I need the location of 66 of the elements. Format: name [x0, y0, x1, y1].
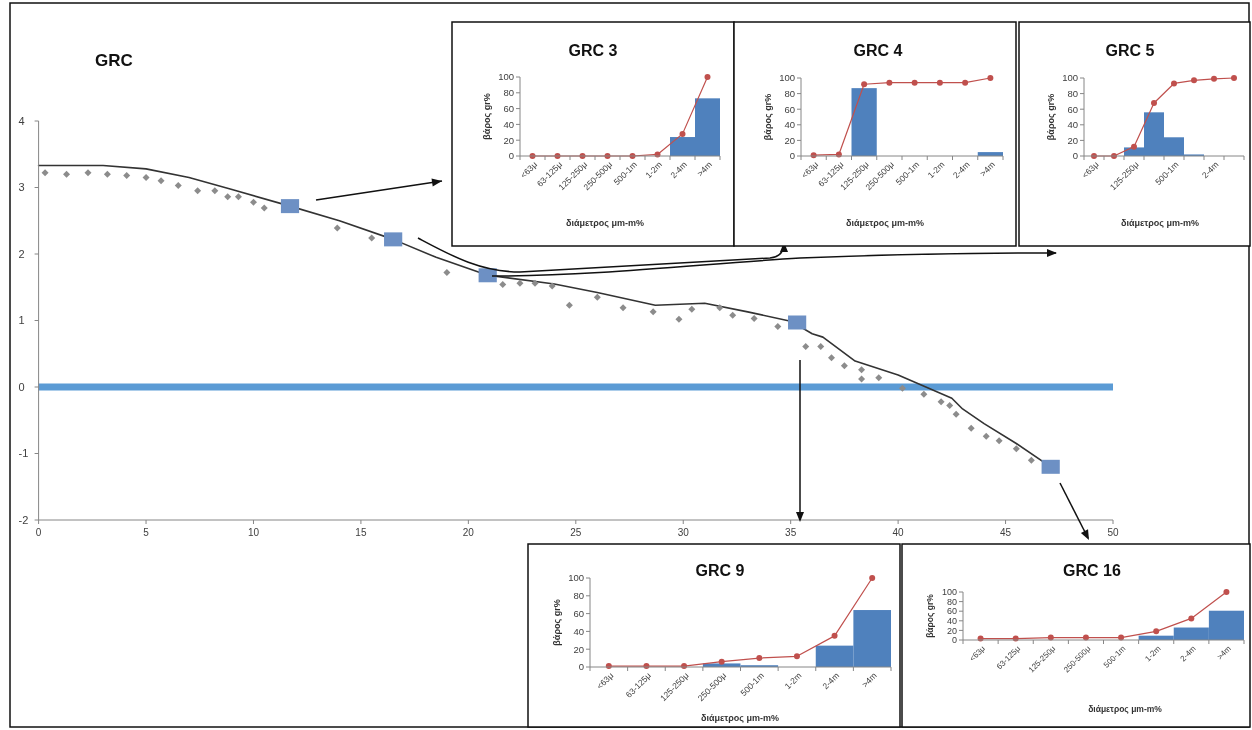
- x-tick-label: 50: [1107, 527, 1119, 538]
- y-axis-title: βάρος gr%: [925, 593, 935, 638]
- chart-title: GRC 3: [568, 42, 618, 59]
- y-tick-label: 80: [573, 590, 584, 602]
- y-tick-label: -1: [18, 447, 29, 460]
- y-tick-label: 0: [789, 150, 795, 162]
- y-tick-label: 100: [1062, 72, 1078, 84]
- x-tick-label: >4m: [859, 670, 879, 690]
- y-tick-label: 60: [946, 606, 957, 617]
- y-tick-label: 60: [503, 102, 514, 114]
- y-tick-label: 3: [18, 181, 25, 194]
- x-tick-label: 25: [570, 527, 582, 538]
- y-tick-label: 20: [1067, 134, 1078, 146]
- y-tick-label: 40: [573, 625, 584, 637]
- y-tick-label: 20: [946, 625, 957, 636]
- chart-title: GRC 16: [1063, 562, 1121, 579]
- y-axis-title: βάρος gr%: [482, 93, 492, 140]
- y-tick-label: 40: [784, 119, 795, 131]
- x-tick-label: 20: [462, 527, 475, 538]
- x-tick-label: 10: [247, 527, 260, 538]
- x-tick-label: 0: [35, 527, 42, 538]
- y-tick-label: 100: [779, 72, 795, 84]
- y-tick-label: 80: [1067, 87, 1078, 99]
- x-tick-label: >4m: [977, 159, 997, 179]
- y-tick-label: 80: [784, 87, 795, 99]
- chart-title: GRC: [95, 51, 133, 70]
- y-axis-title: βάρος gr%: [552, 599, 562, 646]
- y-tick-label: 20: [784, 134, 795, 146]
- chart-title: GRC 5: [1105, 42, 1155, 59]
- y-tick-label: 40: [1067, 119, 1078, 131]
- y-tick-label: 80: [503, 87, 514, 99]
- y-tick-label: 20: [503, 134, 514, 146]
- y-tick-label: 100: [941, 587, 957, 598]
- y-tick-label: -2: [18, 513, 29, 526]
- y-tick-label: 2: [18, 247, 25, 260]
- y-tick-label: 60: [784, 103, 795, 115]
- y-tick-label: 40: [946, 615, 957, 626]
- x-tick-label: 5: [143, 527, 150, 538]
- y-tick-label: 60: [573, 607, 584, 619]
- y-tick-label: 0: [508, 150, 514, 162]
- y-tick-label: 100: [568, 572, 584, 584]
- x-tick-label: 15: [355, 527, 367, 538]
- y-axis-title: βάρος gr%: [763, 93, 773, 141]
- y-tick-label: 0: [951, 635, 957, 646]
- x-axis-title: διάμετρος μm-m%: [700, 713, 780, 723]
- x-tick-label: 35: [785, 527, 797, 538]
- x-axis-title: διάμετρος μm-m%: [1088, 704, 1163, 714]
- x-axis-title: διάμετρος μm-m%: [845, 218, 925, 228]
- x-tick-label: 45: [1000, 527, 1012, 538]
- chart-title: GRC 9: [695, 562, 745, 579]
- y-axis-title: βάρος gr%: [1046, 93, 1056, 141]
- y-tick-label: 100: [498, 71, 514, 83]
- chart-title: GRC 4: [853, 42, 903, 59]
- y-tick-label: 0: [18, 380, 25, 393]
- x-tick-label: >4m: [695, 159, 715, 179]
- x-axis-title: διάμετρος μm-m%: [565, 218, 645, 228]
- y-tick-label: 80: [946, 596, 957, 607]
- y-tick-label: 0: [1072, 150, 1078, 162]
- x-tick-label: 40: [892, 527, 905, 538]
- y-tick-label: 40: [503, 118, 514, 130]
- x-tick-label: >4m: [1215, 643, 1234, 662]
- y-tick-label: 4: [18, 114, 25, 127]
- x-axis-title: διάμετρος μm-m%: [1120, 218, 1200, 228]
- y-tick-label: 1: [18, 314, 25, 327]
- x-tick-label: 30: [677, 527, 690, 538]
- y-tick-label: 60: [1067, 103, 1078, 115]
